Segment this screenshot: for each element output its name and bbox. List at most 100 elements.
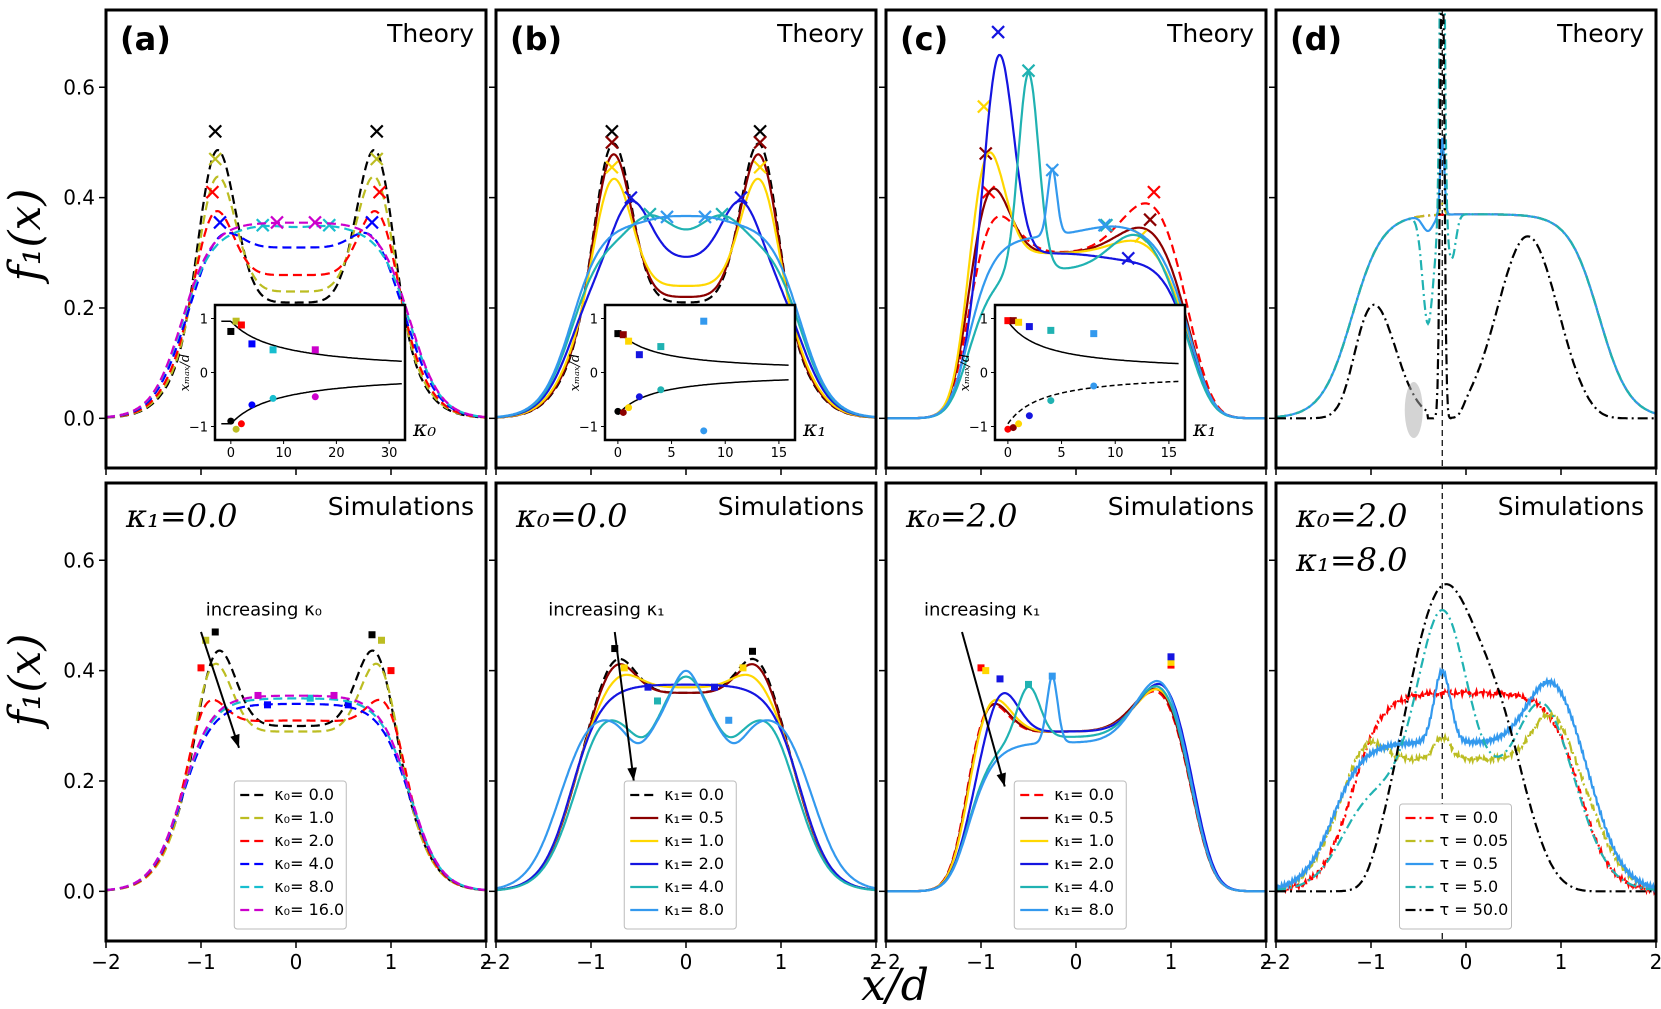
x-tick-label: 2 [870, 950, 883, 974]
panel-tag: Simulations [1498, 492, 1644, 521]
inset-circle-point [657, 386, 665, 394]
inset-square-point [1025, 323, 1033, 331]
x-tick-label: 1 [775, 950, 788, 974]
y-tick-label: 0.4 [63, 186, 95, 210]
peak-marker-2-0 [982, 667, 990, 675]
peak-marker-4-0 [1021, 63, 1036, 78]
legend-entry: κ₀= 2.0 [274, 831, 334, 850]
series-line-2 [106, 209, 486, 419]
legend-entry: τ = 5.0 [1440, 877, 1499, 896]
peak-marker-2-0 [197, 664, 205, 672]
inset-circle-point [237, 420, 245, 428]
peak-marker-5-1 [698, 210, 712, 224]
series-group [886, 25, 1266, 420]
annotation-arrowhead [230, 733, 240, 748]
series-line-4 [1276, 583, 1656, 893]
inset-square-point [1009, 317, 1017, 325]
shaded-region [1404, 382, 1423, 439]
inset-y-tick-label: 0 [980, 367, 988, 382]
inset-square-point [619, 331, 627, 339]
peak-marker-1-1 [1143, 212, 1157, 227]
inset-x-label: κ₀ [412, 417, 436, 442]
panel-tag: Simulations [328, 492, 474, 521]
peak-marker-2-1 [753, 160, 767, 175]
peak-marker-4-0 [1025, 680, 1032, 688]
x-tick-label: −2 [91, 950, 120, 974]
x-tick-label: −2 [1261, 950, 1290, 974]
series-group [496, 645, 876, 892]
legend-entry: τ = 0.5 [1440, 854, 1499, 873]
inset-circle-point [619, 408, 627, 416]
x-tick-label: −1 [966, 950, 995, 974]
panel-tag: Simulations [1108, 492, 1254, 521]
y-tick-label: 0.2 [63, 296, 95, 320]
inset-circle-point [1025, 412, 1033, 420]
peak-marker-1-0 [605, 135, 619, 150]
series-line-5 [886, 167, 1266, 420]
x-tick-label: −1 [186, 950, 215, 974]
x-tick-label: 0 [1460, 950, 1473, 974]
peak-marker-5-1 [330, 691, 338, 699]
legend-entry: κ₁= 0.5 [1054, 808, 1114, 827]
inset-square-point [614, 330, 622, 338]
parameter-label: κ₁=8.0 [1295, 541, 1408, 579]
x-tick-label: 1 [1555, 950, 1568, 974]
inset-circle-point [1015, 420, 1023, 428]
parameter-label: κ₀=2.0 [1295, 497, 1408, 535]
peak-marker-0-1 [368, 631, 376, 639]
series-line-4 [496, 214, 876, 419]
peak-marker-1-1 [753, 135, 767, 150]
inset-square-point [635, 351, 643, 359]
inset-x-tick-label: 10 [275, 446, 292, 461]
peak-marker-2-0 [620, 664, 628, 672]
series-line-5 [886, 675, 1266, 893]
inset-y-label: xₘₐₓ/d [568, 354, 583, 392]
inset-circle-point [1004, 425, 1012, 433]
series-line-5 [106, 694, 486, 892]
x-tick-label: 1 [1165, 950, 1178, 974]
peak-marker-5-0 [1048, 672, 1056, 680]
annotation-text: increasing κ₁ [924, 599, 1040, 620]
inset-upper-curve [221, 320, 402, 363]
legend-entry: κ₁= 4.0 [664, 877, 724, 896]
peak-marker-5-1 [308, 215, 322, 230]
inset-x-label: κ₁ [802, 417, 826, 442]
annotation-text: increasing κ₁ [548, 599, 664, 620]
x-tick-label: 0 [680, 950, 693, 974]
legend-entry: κ₁= 0.0 [664, 785, 724, 804]
y-tick-label: 0.0 [63, 406, 95, 430]
legend-entry: κ₀= 16.0 [274, 900, 344, 919]
series-line-2 [496, 177, 876, 419]
peak-marker-2-0 [605, 160, 619, 175]
series-group [1276, 10, 1656, 420]
peak-marker-5-0 [725, 716, 733, 724]
peak-marker-3-0 [991, 25, 1005, 39]
legend-entry: κ₁= 0.5 [664, 808, 724, 827]
panel-label: (a) [120, 20, 171, 58]
peak-marker-2-1 [739, 664, 747, 672]
parameter-label: κ₀=2.0 [905, 497, 1018, 535]
inset-y-tick-label: −1 [969, 421, 988, 436]
x-axis-label: x/d [861, 960, 929, 1009]
panel-tag: Theory [386, 19, 474, 48]
parameter-label: κ₁=0.0 [125, 497, 238, 535]
peak-marker-4-1 [322, 218, 337, 232]
x-tick-label: −1 [1356, 950, 1385, 974]
series-line-4 [886, 71, 1266, 420]
series-group [106, 124, 486, 419]
inset-y-tick-label: −1 [579, 421, 598, 436]
y-tick-label: 0.6 [63, 75, 95, 99]
panel-tag: Simulations [718, 492, 864, 521]
annotation-arrow [200, 631, 240, 749]
legend-entry: κ₀= 4.0 [274, 854, 334, 873]
panel-c-top: (c) Theory 0 5 10 15 −1 0 1 xₘₐₓ/d κ₁ [879, 8, 1268, 475]
series-line-1 [1276, 201, 1656, 419]
peak-marker-3-1 [711, 683, 718, 691]
peak-marker-2-0 [977, 99, 991, 114]
x-tick-label: 2 [1260, 950, 1273, 974]
inset-x-tick-label: 5 [1057, 446, 1065, 461]
series-line-1 [106, 662, 486, 892]
inset-y-label: xₘₐₓ/d [178, 354, 193, 392]
x-tick-label: 1 [385, 950, 398, 974]
series-line-3 [1276, 608, 1656, 892]
